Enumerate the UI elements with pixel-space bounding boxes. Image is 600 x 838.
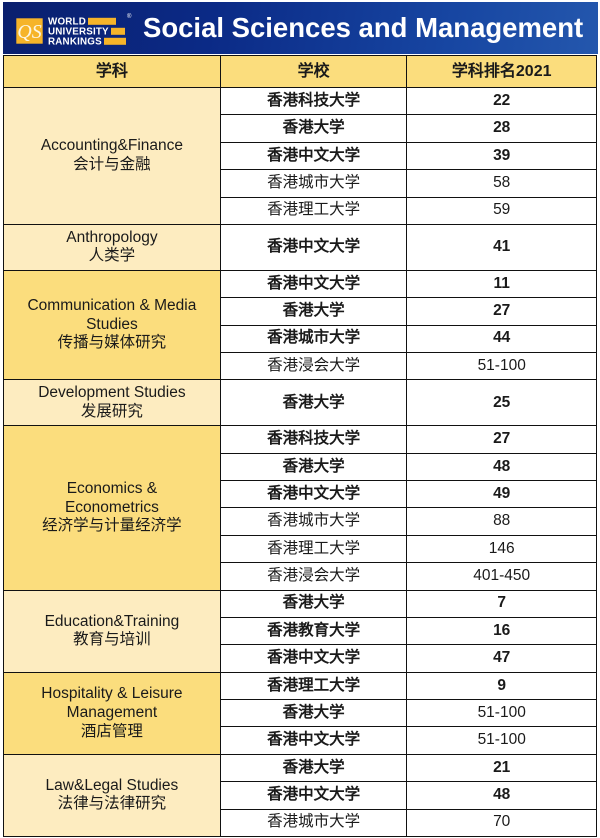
svg-text:RANKINGS: RANKINGS (48, 37, 102, 48)
svg-text:®: ® (127, 13, 132, 20)
svg-text:QS: QS (17, 21, 41, 43)
